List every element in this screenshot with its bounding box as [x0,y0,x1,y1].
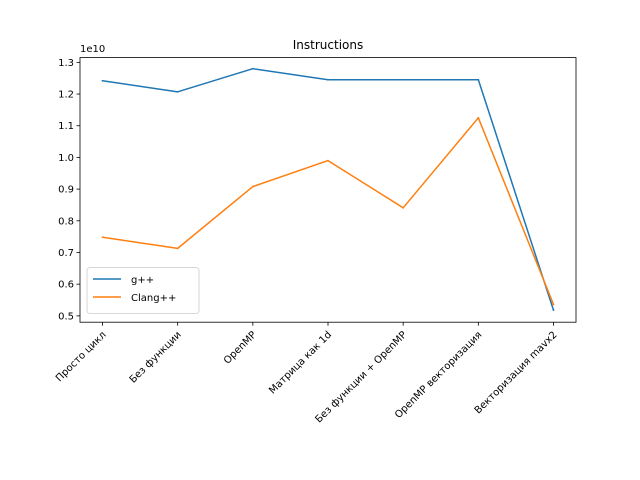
y-tick-label: 1.0 [58,153,74,164]
y-axis: 0.5 0.6 0.7 0.8 0.9 1.0 1.1 1.2 1.3 [58,58,80,322]
plot-area [101,67,555,312]
y-tick-label: 0.9 [58,185,74,196]
x-tick-label: Без функции [128,330,184,386]
data-point [101,79,104,82]
data-point [101,236,104,239]
x-tick-label: Матрица как 1d [267,330,334,397]
data-point [176,247,179,250]
y-tick-label: 0.6 [58,280,74,291]
data-point [552,303,555,306]
x-tick-label: Векторизация mavx2 [473,330,560,417]
x-tick-label: OpenMP [222,330,259,367]
x-tick-label: Просто цикл [54,330,109,385]
data-point [327,159,329,162]
data-point [327,78,329,81]
x-axis: Просто цикл Без функции OpenMP Матрица как … [54,322,560,425]
chart-title: Instructions [293,38,363,52]
legend-label: Clang++ [131,293,176,304]
y-tick-label: 1.1 [58,121,74,132]
y-tick-label: 0.7 [58,248,74,259]
y-tick-label: 1.3 [58,58,74,69]
data-point [251,67,254,70]
legend-label: g++ [131,275,154,286]
y-tick-label: 1.2 [58,90,74,101]
data-point [176,90,179,93]
data-point [477,116,480,119]
data-point [552,309,555,312]
data-point [402,78,405,81]
y-scale-label: 1e10 [80,44,105,55]
data-point [477,78,480,81]
y-tick-label: 0.5 [58,311,74,322]
data-point [402,206,405,209]
legend: g++ Clang++ [86,267,200,314]
y-tick-label: 0.8 [58,216,74,227]
data-point [251,185,254,188]
x-tick-label: OpenMP векторизация [393,330,484,421]
